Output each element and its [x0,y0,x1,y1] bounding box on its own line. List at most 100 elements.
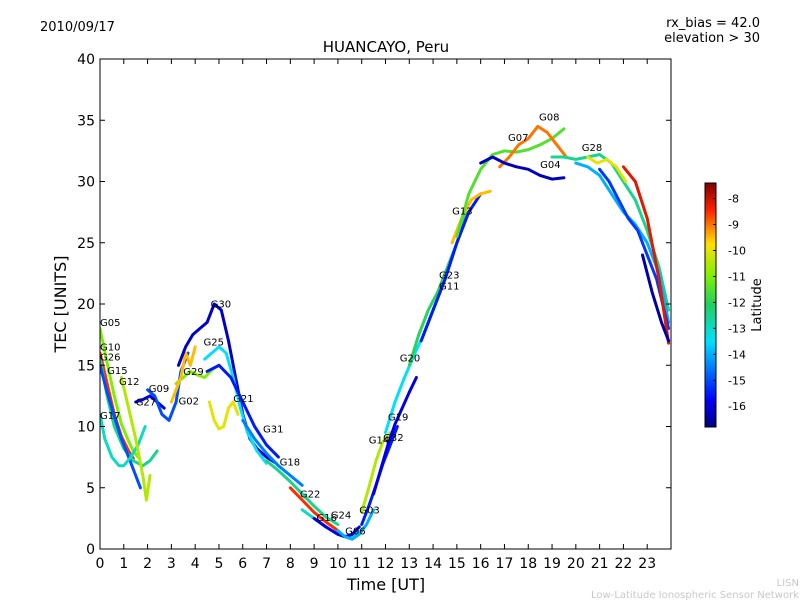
y-tick-label: 5 [86,481,95,497]
series-g22 [265,459,340,526]
colorbar-tick-label: -8 [728,193,739,206]
y-tick-label: 0 [86,542,95,558]
x-tick-label: 10 [329,556,347,572]
x-tick-label: 16 [472,556,490,572]
x-tick-label: 11 [353,556,371,572]
sat-label-g25: G25 [204,338,224,349]
sat-label-g27: G27 [136,398,156,409]
sat-label-g31: G31 [263,425,283,436]
x-tick-label: 15 [448,556,466,572]
sat-label-g26: G26 [100,352,120,363]
x-tick-label: 14 [424,556,442,572]
sat-label-g11: G11 [439,281,459,292]
colorbar-tick-label: -12 [728,296,746,309]
elevation-label: elevation > 30 [664,31,760,46]
series-g-e4 [621,165,671,345]
x-tick-label: 19 [543,556,561,572]
colorbar-tick-label: -16 [728,400,746,413]
x-tick-label: 8 [286,556,295,572]
series-g04 [479,155,566,181]
colorbar-ticks: -8 -9 -10 -11 -12 -13 -14 -15 -16 [713,193,746,413]
x-tick-label: 9 [310,556,319,572]
colorbar-label: Latitude [750,278,765,332]
y-tick-label: 30 [77,175,95,191]
series-g-e2 [598,167,671,330]
y-tick-label: 10 [77,420,95,436]
footer-org-full: Low-Latitude Ionospheric Sensor Network [591,590,799,600]
sat-label-g15: G15 [107,366,127,377]
x-tick-label: 3 [167,556,176,572]
x-tick-label: 20 [567,556,585,572]
x-tick-label: 23 [638,556,656,572]
colorbar-tick-label: -14 [728,348,746,361]
sat-label-g02: G02 [179,396,199,407]
y-tick-label: 20 [77,297,95,313]
y-axis-label: TEC [UNITS] [51,256,70,354]
sat-label-g09: G09 [149,384,169,395]
series-layer [100,124,671,541]
sat-label-g23: G23 [439,270,459,281]
y-tick-label: 40 [77,52,95,68]
series-g21 [207,400,240,431]
x-tick-label: 13 [400,556,418,572]
x-axis-label: Time [UT] [346,575,425,594]
sat-label-g12: G12 [119,377,139,388]
series-g07 [455,127,566,239]
series-g15 [100,363,142,490]
series-g12 [119,376,152,502]
sat-label-g32: G32 [383,433,403,444]
x-tick-label: 22 [615,556,633,572]
x-tick-label: 21 [591,556,609,572]
series-g08 [498,124,568,169]
sat-label-g14: G14 [369,436,389,447]
sat-label-g17: G17 [100,411,120,422]
chart-title: HUANCAYO, Peru [323,38,449,56]
series-g16 [288,486,340,533]
series-g18 [241,418,304,487]
sat-label-g29: G29 [183,367,203,378]
series-g03 [336,508,376,541]
sat-label-g22: G22 [300,490,320,501]
sat-label-g30: G30 [211,300,231,311]
rx-bias-label: rx_bias = 42.0 [666,16,760,31]
colorbar-tick-label: -10 [728,244,746,257]
series-g14 [360,431,392,514]
y-axis: 0 5 10 15 20 25 30 35 40 [77,52,671,558]
series-g19 [372,376,418,496]
x-tick-label: 7 [262,556,271,572]
colorbar [704,182,717,428]
sat-label-g24: G24 [331,510,351,521]
sat-label-g03: G03 [359,506,379,517]
colorbar-tick-label: -13 [728,322,746,335]
series-g-e3 [586,155,628,183]
series-g-e5 [641,253,671,343]
y-tick-label: 35 [77,113,95,129]
y-tick-label: 15 [77,358,95,374]
y-tick-label: 25 [77,236,95,252]
date-label: 2010/09/17 [40,20,115,35]
x-tick-label: 0 [96,556,105,572]
sat-label-g06: G06 [345,526,365,537]
footer-org-short: LISN [777,578,799,589]
series-g11 [419,192,483,343]
sat-label-g10: G10 [100,343,120,354]
sat-label-g20: G20 [400,354,420,365]
x-tick-label: 2 [143,556,152,572]
sat-label-g07: G07 [508,133,528,144]
x-tick-label: 18 [519,556,537,572]
series-g31 [205,363,280,459]
sat-label-g04: G04 [540,160,560,171]
sat-label-g05: G05 [100,318,120,329]
series-g02 [169,345,197,404]
x-tick-label: 1 [119,556,128,572]
colorbar-tick-label: -9 [728,219,739,232]
sat-label-g21: G21 [233,394,253,405]
series-g25 [203,345,268,465]
sat-label-g08: G08 [539,112,559,123]
x-axis: 0 1 2 3 4 5 6 7 8 9 10 11 12 13 14 15 16 17 18 19 20 21 22 23 [96,59,656,572]
x-tick-label: 17 [496,556,514,572]
sat-label-g18: G18 [280,458,300,469]
sat-label-g28: G28 [582,143,602,154]
